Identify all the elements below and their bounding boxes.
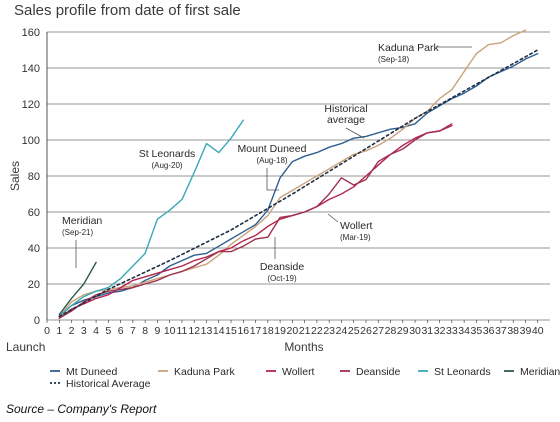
- chart-title: Sales profile from date of first sale: [14, 2, 241, 19]
- annotation-sublabel: (Sep-18): [378, 55, 409, 64]
- y-tick-label: 140: [22, 63, 40, 75]
- x-tick-label: 8: [142, 325, 148, 337]
- source-note: Source – Company's Report: [6, 402, 157, 416]
- x-tick-label: 2: [69, 325, 75, 337]
- x-tick-label: 12: [188, 325, 200, 337]
- x-tick-label: 24: [336, 325, 348, 337]
- x-tick-label: 1: [56, 325, 62, 337]
- annotation-sublabel: (Mar-19): [340, 233, 371, 242]
- x-tick-label: 7: [130, 325, 136, 337]
- y-tick-labels: 0 20 40 60 80 100 120 140 160: [22, 27, 40, 327]
- legend-label: Mt Duneed: [66, 366, 118, 378]
- x-tick-label: 9: [154, 325, 160, 337]
- annotation-label: Wollert: [340, 220, 373, 232]
- annotation-label: Kaduna Park: [378, 42, 439, 54]
- x-tick-label: 0: [44, 325, 50, 337]
- x-tick-label: 30: [409, 325, 421, 337]
- y-tick-label: 100: [22, 135, 40, 147]
- series-line-meridian: [58, 261, 97, 316]
- y-axis-label: Sales: [8, 161, 22, 191]
- annotation-sublabel: average: [327, 114, 365, 126]
- annotation-leader: [345, 127, 365, 139]
- x-tick-label: 3: [81, 325, 87, 337]
- y-tick-label: 0: [34, 315, 40, 327]
- x-tick-label: 38: [507, 325, 519, 337]
- series-line-st-leonards: [58, 119, 245, 318]
- annotation-label: St Leonards: [139, 148, 196, 160]
- x-tick-label: 21: [299, 325, 311, 337]
- legend-label: Historical Average: [66, 378, 151, 390]
- annotation-leader: [327, 213, 339, 223]
- annotation-label: Meridian: [62, 215, 102, 227]
- x-tick-label: 31: [421, 325, 433, 337]
- grid-lines: [46, 31, 550, 321]
- x-tick-label: 29: [397, 325, 409, 337]
- x-tick-label: 40: [532, 325, 544, 337]
- legend: Mt Duneed Kaduna Park Wollert Deanside St Le…: [50, 366, 560, 390]
- x-tick-label: 6: [118, 325, 124, 337]
- x-tick-label: 22: [311, 325, 323, 337]
- x-tick-label: 11: [176, 325, 187, 337]
- legend-label: St Leonards: [434, 366, 491, 378]
- x-tick-label: 18: [262, 325, 274, 337]
- annotation-label: Historical: [324, 103, 367, 115]
- y-tick-label: 60: [28, 207, 40, 219]
- x-tick-label: 37: [495, 325, 507, 337]
- y-tick-label: 160: [22, 27, 40, 39]
- legend-label: Wollert: [282, 366, 315, 378]
- legend-label: Meridian: [520, 366, 560, 378]
- x-tick-label: 10: [164, 325, 176, 337]
- x-tick-label: 32: [434, 325, 446, 337]
- x-tick-label: 27: [372, 325, 384, 337]
- x-tick-label: 15: [225, 325, 237, 337]
- legend-label: Deanside: [356, 366, 401, 378]
- annotation-sublabel: (Aug-20): [151, 161, 182, 170]
- annotation-label: Deanside: [260, 261, 305, 273]
- annotation-sublabel: (Oct-19): [267, 274, 297, 283]
- legend-label: Kaduna Park: [174, 366, 235, 378]
- series-lines: [58, 29, 539, 319]
- annotation-sublabel: (Sep-21): [62, 228, 93, 237]
- annotation-leader: [266, 168, 279, 191]
- series-line-mt-duneed: [58, 52, 539, 318]
- x-tick-label: 13: [201, 325, 213, 337]
- y-tick-label: 80: [28, 171, 40, 183]
- x-tick-label: 39: [520, 325, 532, 337]
- x-tick-label: 33: [446, 325, 458, 337]
- annotation-sublabel: (Aug-18): [256, 156, 287, 165]
- x-tick-label: 28: [385, 325, 397, 337]
- x-tick-label: 16: [237, 325, 249, 337]
- y-tick-label: 20: [28, 279, 40, 291]
- x-tick-label: 35: [471, 325, 483, 337]
- x-tick-label: 26: [360, 325, 372, 337]
- x-tick-label: 23: [323, 325, 335, 337]
- x-axis-label: Months: [284, 340, 323, 354]
- launch-label: Launch: [6, 340, 45, 354]
- series-line-kaduna-park: [58, 29, 527, 318]
- y-tick-label: 120: [22, 99, 40, 111]
- x-tick-label: 5: [105, 325, 111, 337]
- x-tick-labels: 0 1 2 3 4 5 6 7 8 9 10 11 12 13 14 15 16 17 18 19 20 21 22 23 24…: [44, 320, 544, 337]
- x-tick-label: 34: [458, 325, 470, 337]
- series-line-deanside: [58, 123, 453, 319]
- x-tick-label: 36: [483, 325, 495, 337]
- annotation-label: Mount Duneed: [238, 143, 307, 155]
- x-tick-label: 4: [93, 325, 99, 337]
- x-tick-label: 14: [213, 325, 225, 337]
- y-tick-label: 40: [28, 243, 40, 255]
- x-tick-label: 25: [348, 325, 360, 337]
- x-tick-label: 20: [287, 325, 299, 337]
- series-line-historical-average: [58, 49, 539, 318]
- x-tick-label: 17: [250, 325, 262, 337]
- series-line-wollert: [58, 124, 453, 319]
- x-tick-label: 19: [274, 325, 286, 337]
